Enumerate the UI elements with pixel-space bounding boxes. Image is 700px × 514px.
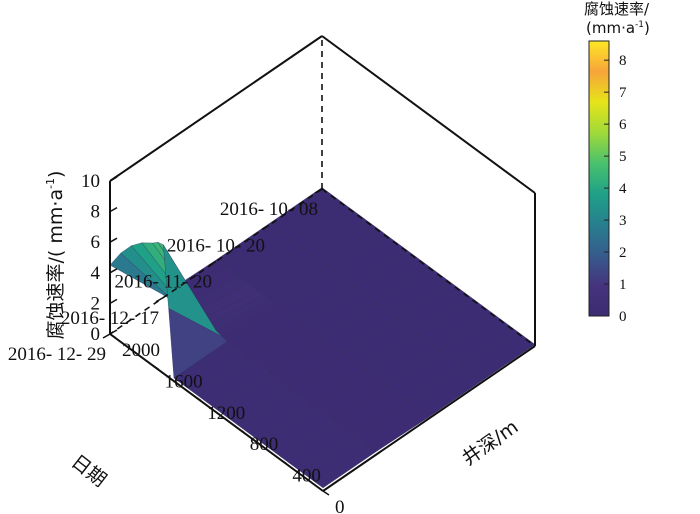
surface-patch (301, 435, 377, 489)
colorbar-subtitle-text: (mm·a (586, 19, 635, 37)
date-tick-label: 2016- 11- 20 (115, 272, 212, 293)
z-tick-mark (109, 237, 118, 243)
date-tick-mark (208, 260, 217, 267)
date-tick-label: 2016- 12- 29 (8, 344, 106, 365)
colorbar-tick-label: 6 (619, 117, 627, 133)
axis-box-edge (322, 345, 536, 492)
colorbar-ticks: 0 1 2 3 4 5 6 7 8 (604, 53, 627, 325)
z-axis-label-text: 腐蚀速率/( mm·a (45, 189, 67, 340)
date-tick-mark (314, 188, 323, 194)
colorbar-tick-label: 4 (619, 181, 627, 197)
axis-box-hidden-edge (109, 188, 323, 335)
depth-tick-label: 2000 (122, 340, 160, 361)
z-tick-label: 2 (91, 293, 101, 314)
colorbar-tick-label: 5 (619, 149, 627, 165)
z-tick-label: 10 (81, 171, 100, 192)
colorbar-subtitle: (mm·a-1) (586, 19, 650, 37)
date-tick-mark (261, 224, 270, 230)
axis-box-edge (321, 35, 536, 194)
date-tick-mark (155, 297, 164, 303)
depth-axis-label: 井深/m (458, 416, 522, 470)
depth-tick-mark (194, 396, 202, 402)
date-axis-label: 日期 (67, 451, 111, 492)
depth-tick-mark (237, 427, 245, 433)
depth-tick-label: 0 (335, 497, 345, 514)
colorbar-tick-label: 0 (619, 309, 627, 325)
axis-box (109, 35, 536, 492)
axis-box-edge (109, 35, 323, 182)
z-tick-label: 8 (91, 202, 101, 223)
z-tick-label: 4 (91, 263, 101, 284)
depth-tick-label: 800 (250, 434, 278, 455)
z-tick-label: 0 (91, 324, 101, 345)
colorbar-tick-label: 1 (619, 277, 627, 293)
colorbar: 腐蚀速率/ (mm·a-1) 0 1 2 3 4 5 6 7 8 (584, 0, 650, 325)
date-tick-label: 2016- 10- 20 (167, 235, 265, 256)
colorbar-subtitle-end: ) (644, 19, 650, 37)
axis-box-hidden-edge (321, 188, 536, 347)
depth-tick-mark (322, 490, 330, 496)
z-tick-mark (109, 268, 118, 274)
colorbar-tick-label: 2 (619, 245, 627, 261)
z-tick-mark (109, 298, 118, 305)
axis-box-edge (109, 333, 324, 492)
z-axis-label-sup: -1 (44, 178, 57, 189)
colorbar-subtitle-sup: -1 (635, 20, 644, 30)
depth-tick-mark (152, 364, 160, 371)
z-axis-label-end: ) (45, 171, 67, 178)
depth-tick-label: 1200 (207, 403, 245, 424)
depth-tick-mark (279, 458, 287, 465)
date-tick-mark (102, 333, 111, 339)
depth-tick-label: 400 (292, 466, 321, 487)
depth-tick-mark (109, 333, 117, 339)
colorbar-tick-label: 8 (619, 53, 627, 69)
colorbar-tick-label: 7 (619, 85, 627, 101)
z-axis-label: 腐蚀速率/( mm·a-1) (44, 171, 67, 340)
surface-plot (109, 187, 536, 489)
date-tick-label: 2016- 10- 08 (220, 199, 318, 220)
z-tick-label: 6 (91, 232, 101, 253)
z-tick-mark (109, 206, 118, 213)
colorbar-tick-label: 3 (619, 213, 627, 229)
z-tick-mark (109, 176, 118, 182)
colorbar-title: 腐蚀速率/ (584, 0, 650, 18)
date-tick-label: 2016- 12- 17 (61, 308, 159, 329)
z-tick-mark (109, 329, 118, 335)
depth-tick-label: 1600 (165, 371, 203, 392)
colorbar-gradient (588, 40, 610, 317)
